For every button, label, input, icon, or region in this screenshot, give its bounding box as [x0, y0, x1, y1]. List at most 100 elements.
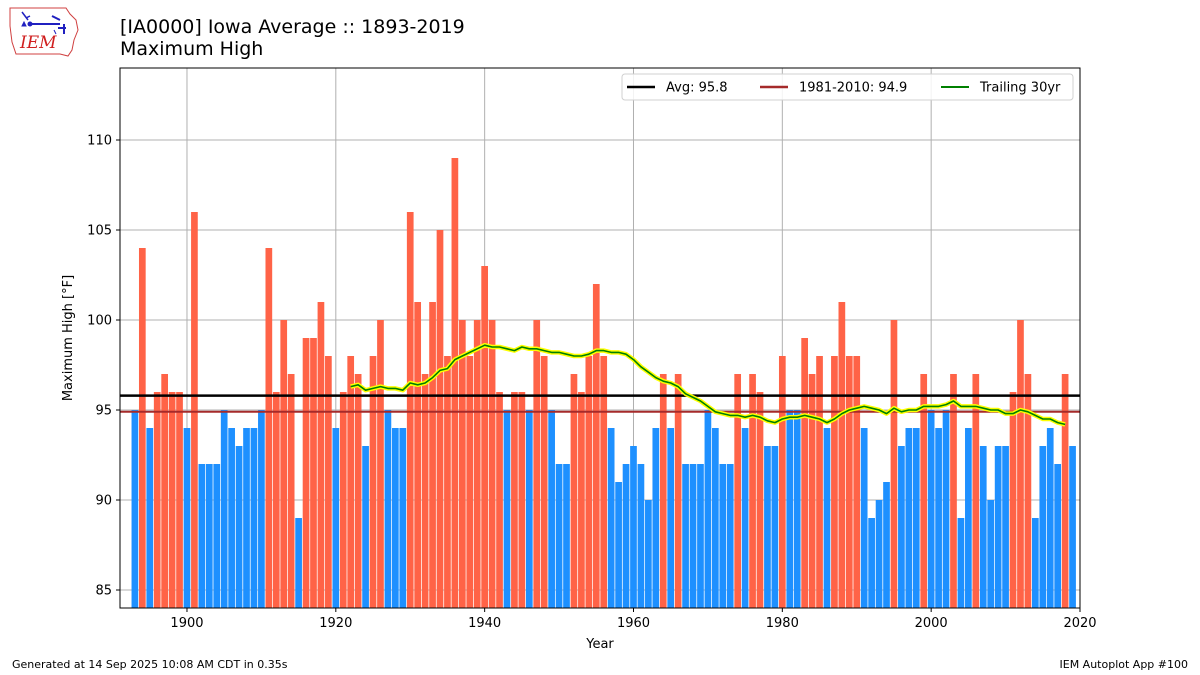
title-line-1: [IA0000] Iowa Average :: 1893-2019 [120, 16, 465, 38]
x-tick-label: 2000 [915, 616, 948, 631]
x-tick-label: 1960 [617, 616, 650, 631]
bar-1935 [444, 356, 451, 608]
bar-2004 [957, 518, 965, 608]
bar-1897 [161, 374, 168, 608]
iem-logo: IEM [8, 6, 80, 60]
footer-app: IEM Autoplot App #100 [1059, 658, 1189, 671]
bar-1963 [652, 428, 660, 608]
bar-1974 [734, 374, 742, 608]
bar-1949 [548, 410, 555, 608]
bar-2010 [1002, 446, 1009, 608]
bar-1915 [295, 518, 302, 608]
bar-1959 [622, 464, 630, 608]
bar-1913 [280, 320, 288, 608]
bar-1990 [853, 356, 861, 608]
bar-2003 [950, 374, 957, 608]
bar-1954 [585, 356, 593, 608]
bar-1968 [689, 464, 697, 608]
trailing-30yr-line [350, 344, 1066, 426]
bar-1893 [131, 410, 139, 608]
x-tick-label: 2020 [1063, 616, 1096, 631]
bar-1896 [153, 392, 161, 608]
bar-1894 [138, 248, 146, 608]
bar-1994 [883, 482, 890, 608]
bar-2012 [1017, 320, 1024, 608]
chart-title: [IA0000] Iowa Average :: 1893-2019 Maxim… [120, 16, 465, 60]
bar-1957 [607, 428, 615, 608]
bar-1948 [540, 356, 548, 608]
bar-1911 [265, 248, 273, 608]
bar-1944 [511, 392, 518, 608]
bar-1999 [920, 374, 928, 608]
bar-1909 [250, 428, 258, 608]
plot-frame [119, 67, 1081, 609]
bar-1936 [451, 158, 459, 608]
bar-1952 [570, 374, 578, 608]
bar-1960 [630, 446, 637, 608]
bar-1975 [741, 428, 749, 608]
x-tick-label: 1900 [170, 616, 203, 631]
bar-1992 [868, 518, 875, 608]
bar-1929 [399, 428, 407, 608]
bar-1926 [377, 320, 384, 608]
bar-2015 [1039, 446, 1047, 608]
axes: 1900 1920 1940 1960 1980 2000 2020 85 90 95 100 105… [87, 67, 1097, 631]
legend-label-3: Trailing 30yr [979, 81, 1061, 96]
bar-2001 [935, 428, 942, 608]
bar-1956 [600, 356, 608, 608]
bar-1922 [347, 356, 355, 608]
y-tick-label: 90 [95, 494, 112, 509]
bar-1942 [496, 392, 503, 608]
bar-2009 [994, 446, 1002, 608]
y-tick-label: 105 [87, 224, 112, 239]
bar-1946 [525, 410, 533, 608]
bar-1938 [466, 356, 474, 608]
bar-1932 [421, 374, 429, 608]
y-tick-label: 110 [87, 134, 112, 149]
bar-1925 [369, 356, 377, 608]
y-tick-label: 85 [95, 584, 112, 599]
bar-1950 [555, 464, 563, 608]
bar-1895 [146, 428, 154, 608]
y-tick-label: 100 [87, 314, 112, 329]
bar-1976 [749, 374, 756, 608]
bar-1940 [481, 266, 488, 608]
bar-1899 [176, 392, 183, 608]
bar-1927 [384, 410, 392, 608]
bar-1939 [473, 320, 481, 608]
bar-1902 [198, 464, 206, 608]
bar-1907 [235, 446, 243, 608]
bar-1906 [228, 428, 235, 608]
bar-1997 [905, 428, 913, 608]
bar-1923 [354, 374, 362, 608]
bar-1914 [287, 374, 295, 608]
bar-1989 [845, 356, 853, 608]
bar-1901 [191, 212, 198, 608]
bar-1958 [615, 482, 622, 608]
bar-1918 [317, 302, 325, 608]
bar-1971 [712, 428, 719, 608]
x-tick-label: 1940 [468, 616, 501, 631]
bar-2007 [979, 446, 987, 608]
bar-1981 [786, 410, 794, 608]
bar-1955 [592, 284, 600, 608]
bar-2013 [1024, 374, 1032, 608]
bar-1993 [875, 500, 883, 608]
svg-text:IEM: IEM [19, 33, 57, 53]
bar-1967 [682, 464, 689, 608]
bar-1945 [518, 392, 526, 608]
bar-1919 [325, 356, 332, 608]
bar-1962 [645, 500, 652, 608]
bar-1900 [183, 428, 191, 608]
bar-2008 [987, 500, 995, 608]
bar-1987 [831, 356, 838, 608]
x-tick-label: 1920 [319, 616, 352, 631]
bar-1951 [563, 464, 570, 608]
title-line-2: Maximum High [120, 38, 264, 60]
reference-lines [120, 342, 1080, 427]
bar-1921 [339, 392, 347, 608]
bar-1982 [793, 410, 801, 608]
bar-1917 [310, 338, 317, 608]
y-tick-label: 95 [95, 404, 112, 419]
legend-label-2: 1981-2010: 94.9 [799, 81, 907, 96]
